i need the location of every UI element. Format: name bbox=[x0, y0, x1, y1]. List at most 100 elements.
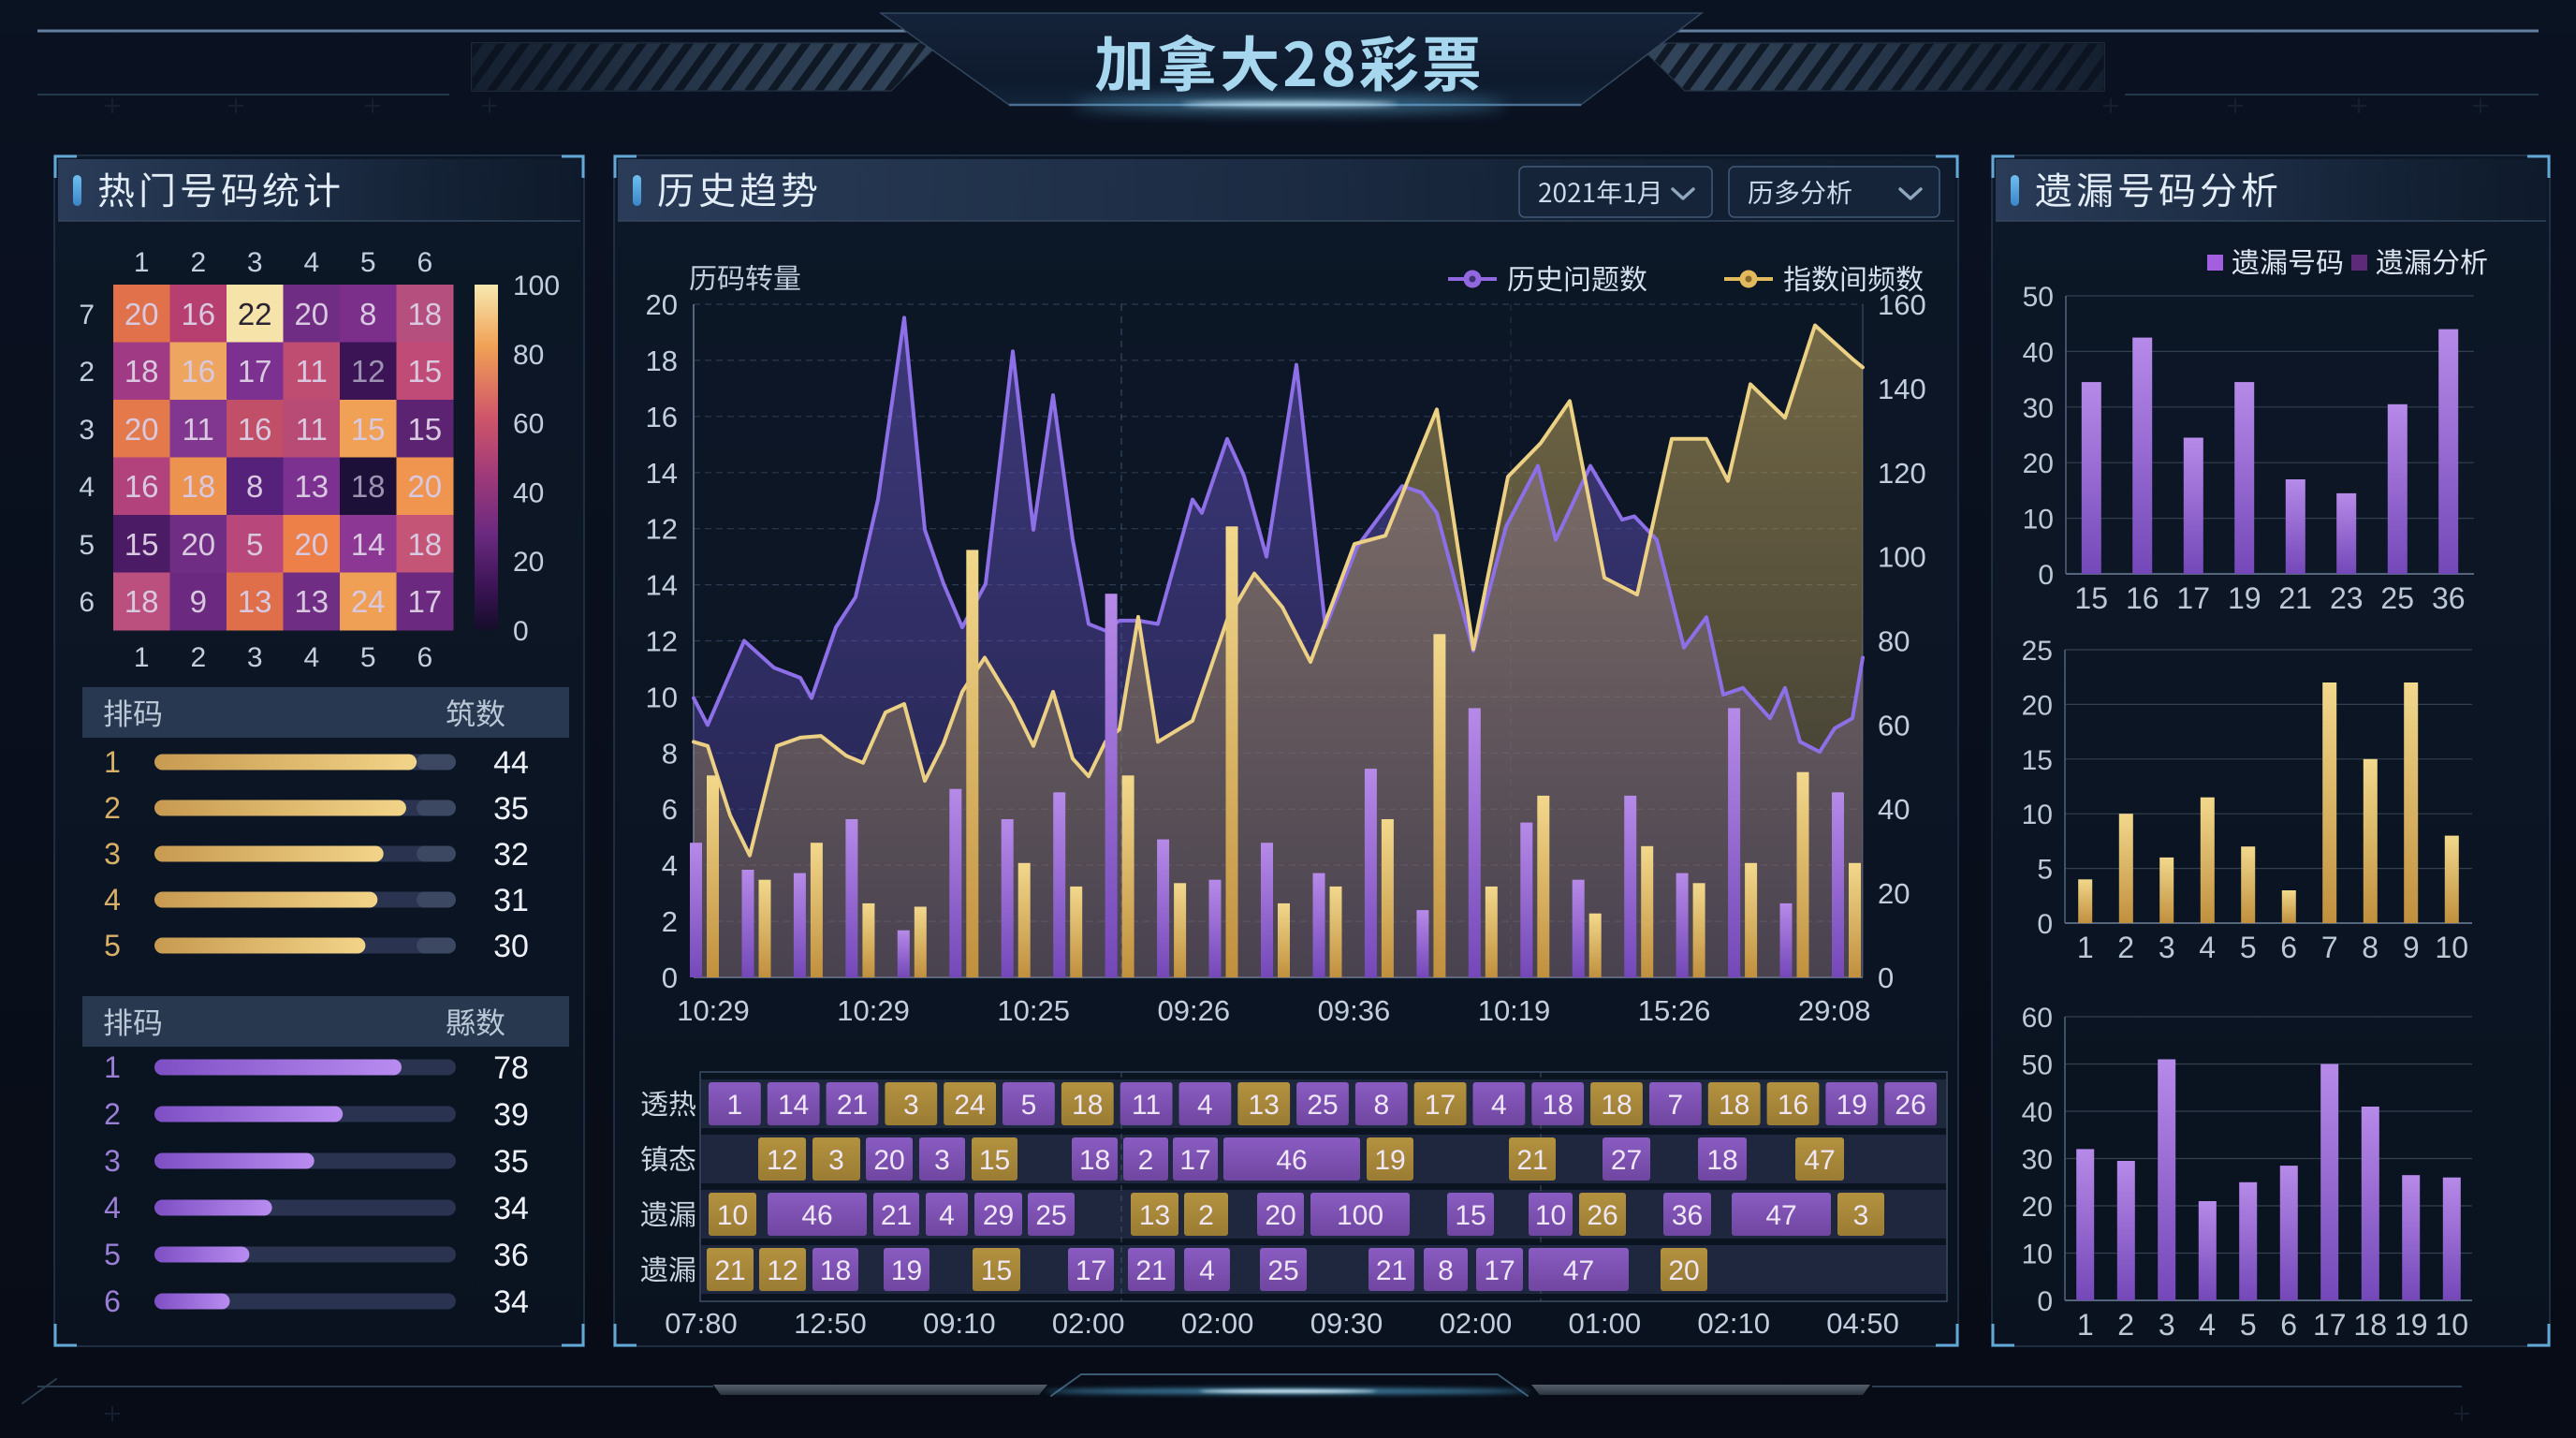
svg-text:3: 3 bbox=[1853, 1200, 1869, 1231]
svg-text:5: 5 bbox=[360, 642, 376, 673]
svg-text:16: 16 bbox=[238, 412, 272, 447]
svg-text:4: 4 bbox=[662, 849, 678, 882]
svg-text:3: 3 bbox=[2159, 1308, 2175, 1342]
svg-text:20: 20 bbox=[294, 297, 329, 331]
svg-text:2: 2 bbox=[1138, 1145, 1154, 1176]
svg-text:47: 47 bbox=[1804, 1145, 1835, 1176]
svg-text:21: 21 bbox=[1516, 1145, 1547, 1176]
svg-text:20: 20 bbox=[1265, 1200, 1295, 1231]
svg-text:3: 3 bbox=[828, 1145, 844, 1176]
svg-text:50: 50 bbox=[2023, 282, 2054, 313]
svg-text:80: 80 bbox=[1878, 625, 1910, 658]
svg-text:11: 11 bbox=[296, 354, 328, 389]
svg-text:21: 21 bbox=[714, 1255, 745, 1286]
svg-text:11: 11 bbox=[296, 412, 328, 447]
svg-text:20: 20 bbox=[1668, 1255, 1699, 1286]
svg-text:09:26: 09:26 bbox=[1158, 994, 1231, 1027]
svg-text:4: 4 bbox=[939, 1200, 955, 1231]
svg-text:3: 3 bbox=[79, 415, 95, 446]
svg-text:2: 2 bbox=[79, 357, 95, 388]
svg-text:3: 3 bbox=[247, 642, 263, 673]
svg-text:04:50: 04:50 bbox=[1826, 1307, 1899, 1340]
svg-text:15: 15 bbox=[2022, 745, 2053, 776]
svg-text:18: 18 bbox=[1719, 1090, 1749, 1121]
svg-text:10:25: 10:25 bbox=[997, 994, 1070, 1027]
svg-text:39: 39 bbox=[493, 1097, 529, 1133]
svg-text:20: 20 bbox=[2022, 1192, 2053, 1223]
svg-text:18: 18 bbox=[407, 297, 442, 331]
svg-text:18: 18 bbox=[124, 354, 159, 389]
svg-text:40: 40 bbox=[2023, 337, 2054, 368]
svg-text:14: 14 bbox=[351, 527, 386, 562]
svg-text:20: 20 bbox=[2023, 448, 2054, 479]
svg-text:18: 18 bbox=[124, 584, 159, 619]
svg-text:4: 4 bbox=[2199, 931, 2216, 964]
svg-text:7: 7 bbox=[79, 300, 95, 330]
svg-text:10:19: 10:19 bbox=[1478, 994, 1551, 1027]
svg-text:11: 11 bbox=[1132, 1090, 1161, 1121]
svg-text:1: 1 bbox=[727, 1090, 743, 1121]
svg-text:47: 47 bbox=[1563, 1255, 1594, 1286]
svg-text:8: 8 bbox=[662, 737, 678, 770]
svg-text:10: 10 bbox=[2435, 931, 2468, 964]
svg-text:25: 25 bbox=[1267, 1255, 1298, 1286]
svg-text:20: 20 bbox=[2022, 690, 2053, 721]
svg-text:17: 17 bbox=[1179, 1145, 1210, 1176]
svg-text:5: 5 bbox=[2037, 855, 2053, 886]
svg-text:5: 5 bbox=[2240, 931, 2257, 964]
svg-text:18: 18 bbox=[1706, 1145, 1737, 1176]
svg-text:60: 60 bbox=[2022, 1003, 2053, 1034]
svg-text:7: 7 bbox=[2321, 931, 2338, 964]
svg-text:6: 6 bbox=[662, 793, 678, 826]
svg-text:17: 17 bbox=[1484, 1255, 1515, 1286]
svg-text:13: 13 bbox=[1249, 1090, 1280, 1121]
svg-text:21: 21 bbox=[1376, 1255, 1407, 1286]
svg-text:18: 18 bbox=[407, 527, 442, 562]
svg-text:0: 0 bbox=[2037, 909, 2053, 940]
svg-text:15: 15 bbox=[2074, 581, 2108, 615]
svg-text:60: 60 bbox=[513, 409, 544, 440]
svg-text:13: 13 bbox=[1139, 1200, 1170, 1231]
svg-text:1: 1 bbox=[104, 745, 121, 779]
svg-text:8: 8 bbox=[359, 297, 376, 331]
svg-text:16: 16 bbox=[646, 401, 678, 433]
svg-text:34: 34 bbox=[493, 1191, 529, 1226]
svg-text:20: 20 bbox=[124, 297, 159, 331]
svg-text:5: 5 bbox=[246, 527, 263, 562]
svg-text:15: 15 bbox=[981, 1255, 1012, 1286]
svg-text:11: 11 bbox=[183, 412, 214, 447]
svg-text:13: 13 bbox=[238, 584, 272, 619]
svg-text:2: 2 bbox=[662, 905, 678, 938]
svg-text:19: 19 bbox=[1837, 1090, 1867, 1121]
svg-text:10: 10 bbox=[2022, 1240, 2053, 1270]
svg-text:20: 20 bbox=[873, 1145, 904, 1176]
svg-text:78: 78 bbox=[493, 1050, 529, 1086]
svg-text:19: 19 bbox=[2228, 581, 2261, 615]
svg-text:12:50: 12:50 bbox=[794, 1307, 867, 1340]
svg-text:100: 100 bbox=[1337, 1200, 1383, 1231]
svg-text:19: 19 bbox=[2394, 1308, 2428, 1342]
svg-text:12: 12 bbox=[646, 513, 678, 546]
svg-text:6: 6 bbox=[417, 642, 432, 673]
svg-text:4: 4 bbox=[1197, 1090, 1213, 1121]
svg-text:20: 20 bbox=[294, 527, 329, 562]
svg-text:50: 50 bbox=[2022, 1050, 2053, 1081]
svg-text:26: 26 bbox=[1895, 1090, 1925, 1121]
svg-text:15: 15 bbox=[979, 1145, 1010, 1176]
svg-text:12: 12 bbox=[351, 354, 386, 389]
svg-text:24: 24 bbox=[954, 1090, 985, 1121]
svg-text:2: 2 bbox=[190, 642, 206, 673]
svg-text:4: 4 bbox=[303, 247, 319, 278]
svg-text:17: 17 bbox=[2313, 1308, 2347, 1342]
svg-text:1: 1 bbox=[134, 642, 150, 673]
svg-text:6: 6 bbox=[2280, 1308, 2297, 1342]
svg-text:46: 46 bbox=[801, 1200, 832, 1231]
svg-text:30: 30 bbox=[2023, 393, 2054, 424]
svg-text:25: 25 bbox=[1307, 1090, 1338, 1121]
svg-text:40: 40 bbox=[513, 477, 544, 508]
svg-text:8: 8 bbox=[1373, 1090, 1389, 1121]
svg-text:2: 2 bbox=[190, 247, 206, 278]
svg-text:22: 22 bbox=[238, 297, 272, 331]
svg-text:15: 15 bbox=[1455, 1200, 1486, 1231]
svg-text:25: 25 bbox=[1035, 1200, 1066, 1231]
